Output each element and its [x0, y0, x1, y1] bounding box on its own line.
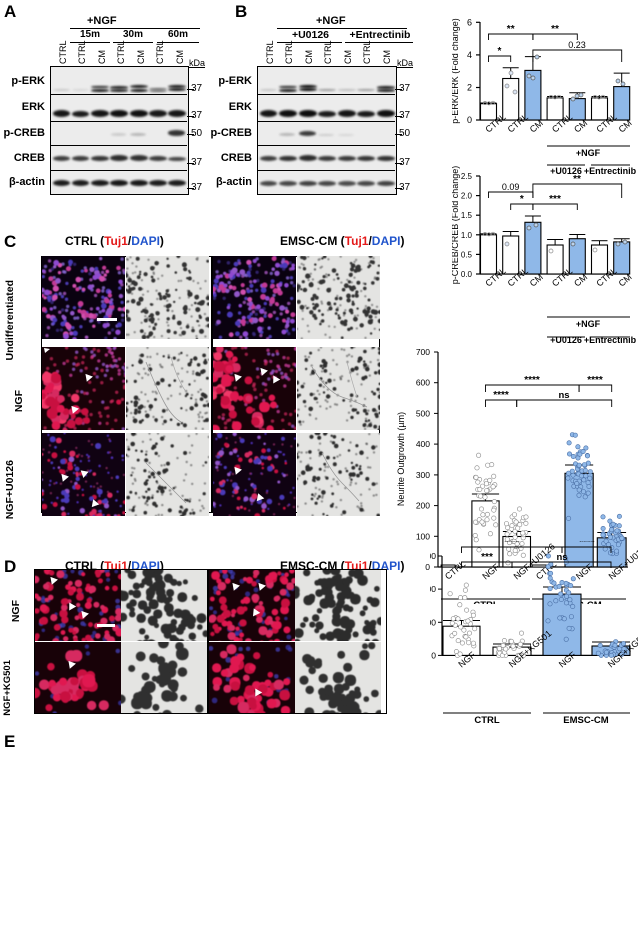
svg-text:***: *** [549, 194, 561, 205]
svg-text:1.0: 1.0 [461, 231, 473, 240]
svg-text:EMSC-CM: EMSC-CM [563, 715, 608, 726]
svg-text:200: 200 [416, 501, 430, 511]
svg-text:1.5: 1.5 [461, 211, 473, 220]
svg-text:Neurite Outgrowth (µm): Neurite Outgrowth (µm) [396, 412, 406, 506]
svg-text:****: **** [504, 541, 520, 548]
svg-text:p-CREB/CREB (Fold change): p-CREB/CREB (Fold change) [452, 166, 460, 285]
svg-text:CTRL: CTRL [474, 715, 500, 726]
svg-text:****: **** [524, 375, 540, 386]
svg-text:ns: ns [556, 552, 567, 563]
svg-text:**: ** [551, 24, 559, 35]
svg-text:****: **** [579, 541, 595, 548]
svg-text:0.23: 0.23 [568, 40, 586, 50]
svg-text:0.0: 0.0 [461, 270, 473, 279]
svg-text:ns: ns [558, 390, 569, 401]
svg-text:2.5: 2.5 [461, 172, 473, 181]
svg-text:0.5: 0.5 [461, 250, 473, 259]
svg-text:4: 4 [467, 50, 472, 60]
svg-text:*: * [520, 194, 524, 205]
svg-text:300: 300 [416, 470, 430, 480]
svg-text:100: 100 [416, 531, 430, 541]
svg-text:0: 0 [431, 650, 436, 660]
svg-text:6: 6 [467, 17, 472, 27]
svg-text:200: 200 [430, 584, 436, 594]
svg-text:300: 300 [430, 551, 436, 561]
svg-text:**: ** [507, 24, 515, 35]
svg-text:600: 600 [416, 378, 430, 388]
svg-text:2: 2 [467, 83, 472, 93]
svg-text:****: **** [493, 390, 509, 401]
svg-text:400: 400 [416, 439, 430, 449]
svg-text:0: 0 [467, 115, 472, 125]
svg-text:500: 500 [416, 408, 430, 418]
svg-text:+NGF: +NGF [576, 319, 601, 329]
svg-text:0.09: 0.09 [502, 182, 520, 192]
svg-text:700: 700 [416, 347, 430, 357]
svg-text:***: *** [481, 552, 493, 563]
svg-text:**: ** [573, 174, 581, 185]
svg-text:p-ERK/ERK (Fold change): p-ERK/ERK (Fold change) [452, 18, 460, 124]
svg-text:2.0: 2.0 [461, 192, 473, 201]
svg-text:****: **** [587, 375, 603, 386]
svg-text:*: * [498, 46, 502, 57]
svg-text:100: 100 [430, 617, 436, 627]
